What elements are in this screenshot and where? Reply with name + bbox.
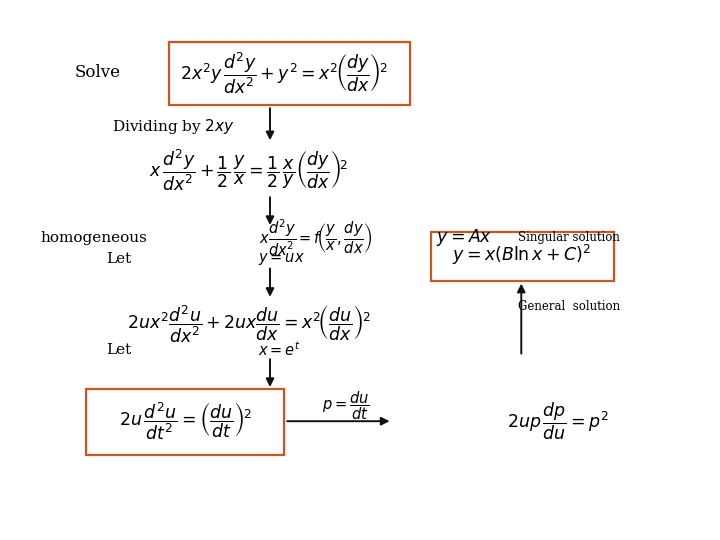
Text: $y = ux$: $y = ux$ xyxy=(258,251,305,267)
FancyBboxPatch shape xyxy=(86,389,284,455)
Text: $2u\,\dfrac{d^2u}{dt^2} = \left(\dfrac{du}{dt}\right)^{\!2}$: $2u\,\dfrac{d^2u}{dt^2} = \left(\dfrac{d… xyxy=(119,400,251,442)
Text: Let: Let xyxy=(106,343,132,357)
Text: Solve: Solve xyxy=(74,64,120,82)
Text: $2ux^2\dfrac{d^2u}{dx^2} + 2ux\dfrac{du}{dx} = x^2\!\left(\dfrac{du}{dx}\right)^: $2ux^2\dfrac{d^2u}{dx^2} + 2ux\dfrac{du}… xyxy=(127,303,370,345)
Text: $y = Ax$: $y = Ax$ xyxy=(436,227,492,248)
Text: homogeneous: homogeneous xyxy=(40,231,147,245)
Text: $2x^2y\,\dfrac{d^2y}{dx^2} + y^2 = x^2\!\left(\dfrac{dy}{dx}\right)^{\!2}$: $2x^2y\,\dfrac{d^2y}{dx^2} + y^2 = x^2\!… xyxy=(181,50,388,96)
Text: General  solution: General solution xyxy=(518,300,620,313)
Text: Let: Let xyxy=(106,252,132,266)
FancyBboxPatch shape xyxy=(431,232,614,281)
Text: $x\,\dfrac{d^2y}{dx^2} + \dfrac{1}{2}\,\dfrac{y}{x} = \dfrac{1}{2}\,\dfrac{x}{y}: $x\,\dfrac{d^2y}{dx^2} + \dfrac{1}{2}\,\… xyxy=(149,147,348,193)
Text: Dividing by $2xy$: Dividing by $2xy$ xyxy=(112,117,235,137)
Text: Singular solution: Singular solution xyxy=(518,231,620,244)
FancyBboxPatch shape xyxy=(169,42,410,105)
Text: $2up\,\dfrac{dp}{du} = p^2$: $2up\,\dfrac{dp}{du} = p^2$ xyxy=(507,401,609,442)
Text: $p = \dfrac{du}{dt}$: $p = \dfrac{du}{dt}$ xyxy=(322,390,369,422)
Text: $x\dfrac{d^2y}{dx^2} = f\!\left(\dfrac{y}{x},\dfrac{dy}{dx}\right)$: $x\dfrac{d^2y}{dx^2} = f\!\left(\dfrac{y… xyxy=(259,217,373,258)
Text: $y = x(B\ln x + C)^2$: $y = x(B\ln x + C)^2$ xyxy=(452,244,590,267)
Text: $x = e^{t}$: $x = e^{t}$ xyxy=(258,341,301,359)
